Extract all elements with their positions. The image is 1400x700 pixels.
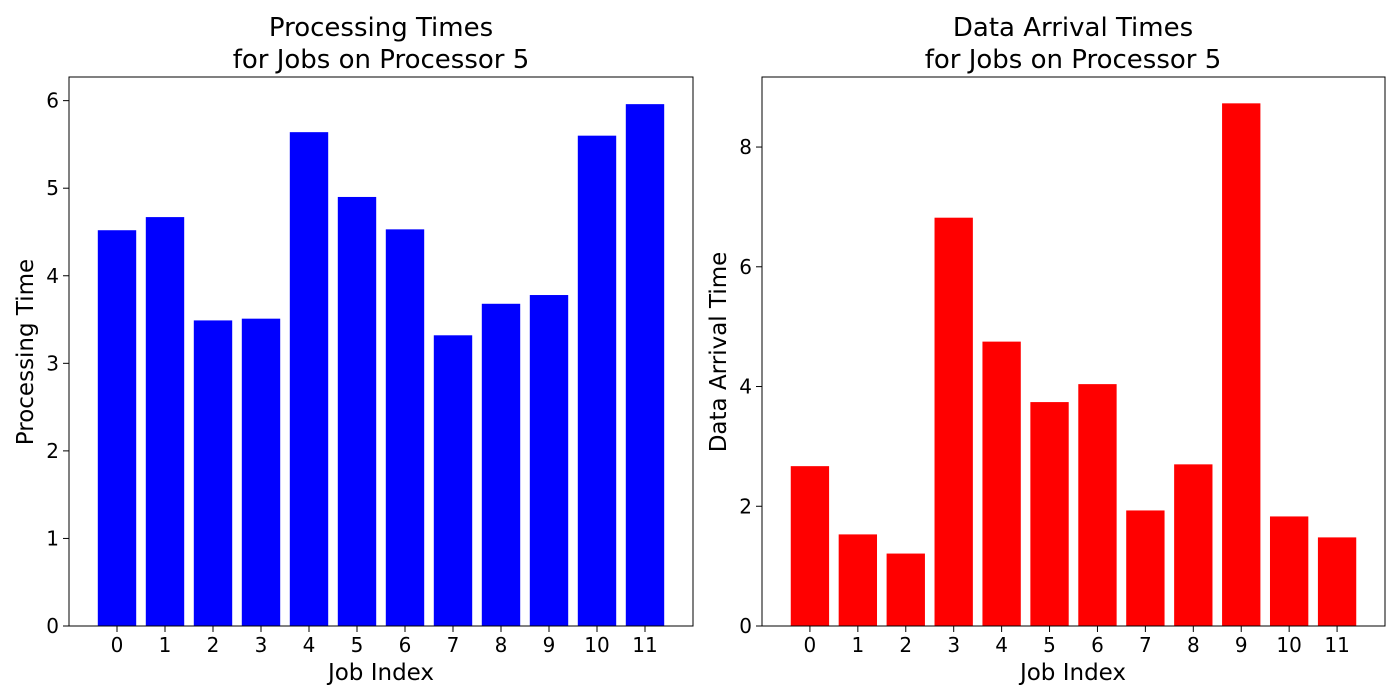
y-tick-label: 2 bbox=[46, 439, 59, 463]
bar-1 bbox=[838, 534, 878, 626]
x-tick-label: 1 bbox=[159, 633, 172, 657]
bar-10 bbox=[577, 135, 617, 626]
y-axis-label: Data Arrival Time bbox=[706, 252, 732, 453]
x-tick-label: 3 bbox=[947, 633, 960, 657]
y-tick-label: 3 bbox=[46, 351, 59, 375]
y-tick-label: 4 bbox=[46, 264, 59, 288]
bar-7 bbox=[433, 335, 473, 626]
x-tick-label: 0 bbox=[804, 633, 817, 657]
y-tick-label: 2 bbox=[739, 494, 752, 518]
x-axis-ticks: 0 1 2 3 4 5 6 7 8 9 10 11 bbox=[804, 626, 1350, 657]
x-tick-label: 6 bbox=[1091, 633, 1104, 657]
bar-5 bbox=[1030, 402, 1069, 626]
x-tick-label: 5 bbox=[1043, 633, 1056, 657]
y-tick-label: 1 bbox=[46, 526, 59, 550]
chart-title-line-1: Data Arrival Times bbox=[953, 13, 1193, 43]
bar-4 bbox=[982, 341, 1021, 626]
x-tick-label: 11 bbox=[632, 633, 657, 657]
bar-7 bbox=[1126, 510, 1165, 626]
y-tick-label: 6 bbox=[46, 89, 59, 113]
x-tick-label: 1 bbox=[851, 633, 864, 657]
y-tick-label: 4 bbox=[739, 375, 752, 399]
bar-1 bbox=[145, 217, 185, 626]
bar-group bbox=[790, 103, 1357, 627]
bar-8 bbox=[1174, 464, 1213, 626]
x-tick-label: 6 bbox=[399, 633, 412, 657]
y-tick-label: 6 bbox=[739, 255, 752, 279]
x-tick-label: 8 bbox=[1187, 633, 1200, 657]
x-tick-label: 7 bbox=[1139, 633, 1152, 657]
chart-title-line-2: for Jobs on Processor 5 bbox=[925, 45, 1222, 75]
x-tick-label: 11 bbox=[1324, 633, 1349, 657]
x-axis-label: Job Index bbox=[326, 660, 434, 686]
data-arrival-times-chart: Data Arrival Times for Jobs on Processor… bbox=[706, 13, 1386, 686]
y-tick-label: 0 bbox=[739, 614, 752, 638]
x-tick-label: 7 bbox=[447, 633, 460, 657]
x-tick-label: 2 bbox=[207, 633, 220, 657]
bar-0 bbox=[790, 466, 830, 626]
x-tick-label: 5 bbox=[351, 633, 364, 657]
x-tick-label: 4 bbox=[995, 633, 1008, 657]
bar-6 bbox=[385, 229, 425, 626]
chart-title-line-2: for Jobs on Processor 5 bbox=[233, 45, 530, 75]
x-axis-label: Job Index bbox=[1018, 660, 1126, 686]
bar-2 bbox=[886, 553, 925, 626]
x-tick-label: 3 bbox=[255, 633, 268, 657]
bar-11 bbox=[625, 104, 665, 626]
x-tick-label: 2 bbox=[899, 633, 912, 657]
x-tick-label: 0 bbox=[111, 633, 124, 657]
plot-frame bbox=[761, 76, 1386, 627]
y-tick-label: 0 bbox=[46, 614, 59, 638]
plot-frame bbox=[68, 76, 694, 627]
bar-5 bbox=[337, 196, 377, 626]
x-tick-label: 8 bbox=[495, 633, 508, 657]
y-tick-label: 8 bbox=[739, 135, 752, 159]
y-axis-label: Processing Time bbox=[13, 259, 39, 445]
chart-title-line-1: Processing Times bbox=[269, 13, 493, 43]
y-tick-label: 5 bbox=[46, 176, 59, 200]
x-tick-label: 9 bbox=[543, 633, 556, 657]
x-tick-label: 4 bbox=[303, 633, 316, 657]
processing-times-chart: Processing Times for Jobs on Processor 5… bbox=[13, 13, 694, 686]
bar-group bbox=[97, 104, 665, 627]
bar-2 bbox=[193, 320, 233, 626]
bar-4 bbox=[289, 132, 329, 627]
x-tick-label: 10 bbox=[1276, 633, 1301, 657]
bar-3 bbox=[241, 318, 281, 626]
y-axis-ticks: 0 1 2 3 4 5 6 bbox=[46, 89, 69, 638]
bar-3 bbox=[934, 217, 973, 626]
y-axis-ticks: 0 2 4 6 8 bbox=[739, 135, 762, 638]
bar-11 bbox=[1317, 537, 1357, 626]
x-tick-label: 9 bbox=[1235, 633, 1248, 657]
bar-10 bbox=[1269, 516, 1309, 626]
bar-8 bbox=[481, 303, 521, 626]
x-axis-ticks: 0 1 2 3 4 5 6 7 8 9 10 11 bbox=[111, 626, 658, 657]
x-tick-label: 10 bbox=[584, 633, 609, 657]
bar-9 bbox=[529, 295, 569, 626]
bar-6 bbox=[1078, 384, 1117, 626]
bar-9 bbox=[1222, 103, 1261, 627]
bar-0 bbox=[97, 230, 137, 626]
